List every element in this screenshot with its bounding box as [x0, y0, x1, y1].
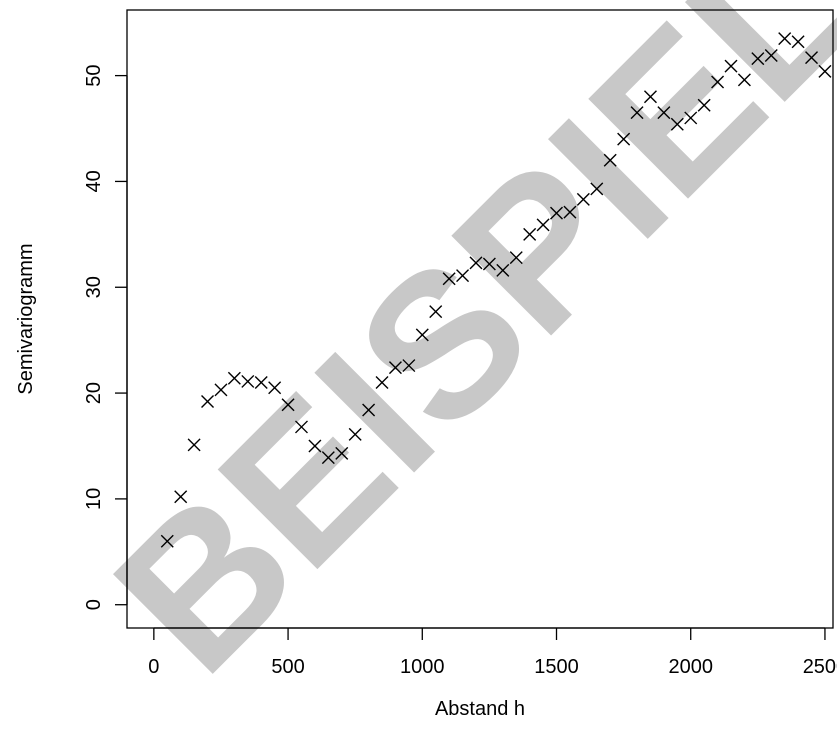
data-point — [563, 205, 577, 219]
watermark-text: BEISPIEL — [72, 0, 837, 715]
data-point — [415, 328, 429, 342]
y-tick-label: 40 — [83, 170, 105, 192]
data-point — [227, 371, 241, 385]
x-tick-label: 1000 — [400, 656, 445, 678]
data-point — [550, 206, 564, 220]
data-point — [442, 272, 456, 286]
data-point — [751, 52, 765, 66]
data-point — [684, 111, 698, 125]
data-point — [778, 32, 792, 46]
data-point — [697, 98, 711, 112]
data-point — [805, 51, 819, 65]
data-point — [509, 251, 523, 265]
data-point — [429, 305, 443, 319]
data-point — [617, 132, 631, 146]
x-tick-label: 500 — [271, 656, 304, 678]
y-tick-label: 10 — [83, 488, 105, 510]
x-tick-label: 2000 — [668, 656, 713, 678]
data-point — [791, 35, 805, 49]
data-point — [482, 257, 496, 271]
data-point — [321, 451, 335, 465]
y-tick-label: 0 — [83, 599, 105, 610]
data-point — [214, 383, 228, 397]
data-point — [630, 106, 644, 120]
data-point — [603, 153, 617, 167]
data-point — [281, 398, 295, 412]
data-point — [670, 117, 684, 131]
data-point — [254, 375, 268, 389]
y-tick-label: 20 — [83, 382, 105, 404]
data-point — [388, 361, 402, 375]
data-point — [174, 490, 188, 504]
data-point — [576, 192, 590, 206]
data-point — [523, 227, 537, 241]
data-point — [496, 263, 510, 277]
data-point — [187, 438, 201, 452]
data-point — [294, 420, 308, 434]
data-point — [308, 439, 322, 453]
data-point — [402, 359, 416, 373]
x-tick-label: 0 — [148, 656, 159, 678]
x-tick-label: 1500 — [534, 656, 579, 678]
y-tick-label: 50 — [83, 64, 105, 86]
data-point — [711, 75, 725, 89]
data-point — [764, 49, 778, 62]
data-point — [590, 182, 604, 196]
data-point — [818, 64, 832, 78]
data-points — [160, 32, 832, 548]
data-point — [241, 374, 255, 388]
data-point — [456, 269, 470, 283]
data-point — [375, 375, 389, 389]
data-point — [657, 106, 671, 120]
data-point — [737, 73, 751, 87]
x-axis-title: Abstand h — [435, 698, 525, 720]
data-point — [724, 59, 738, 73]
data-point — [335, 446, 349, 460]
data-point — [201, 395, 215, 409]
data-point — [160, 534, 174, 548]
y-axis-title: Semivariogramm — [15, 243, 37, 394]
data-point — [469, 256, 483, 270]
data-point — [643, 90, 657, 104]
data-point — [362, 403, 376, 417]
y-axis: 0 10 20 30 40 50 — [83, 64, 128, 610]
data-point — [536, 218, 550, 232]
data-point — [268, 381, 282, 395]
data-point — [348, 427, 362, 441]
y-tick-label: 30 — [83, 276, 105, 298]
